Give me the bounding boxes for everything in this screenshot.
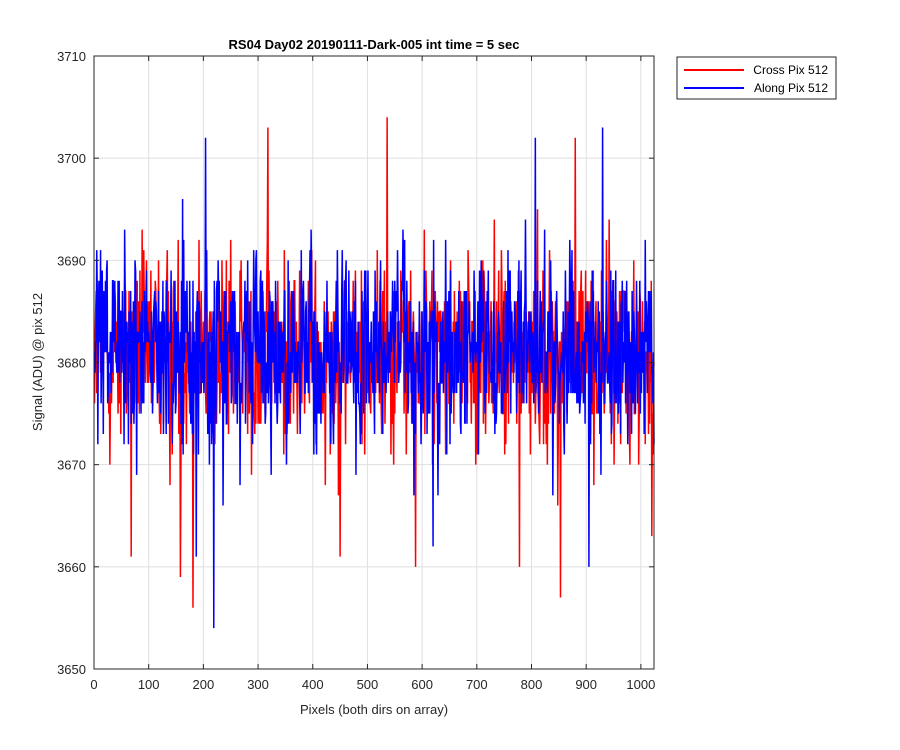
y-tick-label: 3690 [57, 253, 86, 268]
y-tick-label: 3700 [57, 151, 86, 166]
y-axis-title: Signal (ADU) @ pix 512 [30, 293, 45, 431]
y-tick-label: 3650 [57, 662, 86, 677]
series-layer [93, 117, 655, 629]
x-tick-label: 1000 [626, 677, 655, 692]
x-tick-label: 600 [411, 677, 433, 692]
y-tick-label: 3710 [57, 49, 86, 64]
x-tick-label: 800 [521, 677, 543, 692]
y-tick-label: 3660 [57, 560, 86, 575]
x-tick-label: 900 [575, 677, 597, 692]
x-tick-label: 700 [466, 677, 488, 692]
x-axis-title: Pixels (both dirs on array) [300, 702, 448, 717]
x-tick-label: 200 [193, 677, 215, 692]
ticks: 0 100 200 300 400 500 600 700 800 900 1000 3650 3660… [57, 49, 655, 692]
legend-box [676, 56, 837, 100]
x-tick-label: 400 [302, 677, 324, 692]
legend-label-along: Along Pix 512 [754, 81, 828, 95]
legend: Cross Pix 512 Along Pix 512 [676, 56, 837, 100]
x-tick-label: 100 [138, 677, 160, 692]
chart-title: RS04 Day02 20190111-Dark-005 int time = … [229, 37, 520, 52]
x-tick-label: 300 [247, 677, 269, 692]
y-tick-label: 3670 [57, 458, 86, 473]
x-tick-label: 0 [90, 677, 97, 692]
legend-label-cross: Cross Pix 512 [753, 63, 828, 77]
x-tick-label: 500 [357, 677, 379, 692]
y-tick-label: 3680 [57, 356, 86, 371]
series-line-along-pix-512 [93, 127, 655, 629]
